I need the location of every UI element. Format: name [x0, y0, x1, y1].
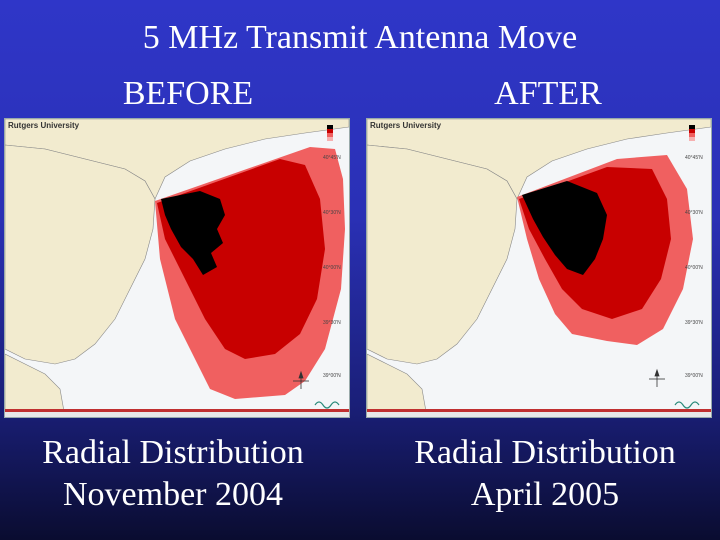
legend-colorbar: [327, 125, 333, 141]
compass-rose-icon: [293, 370, 309, 389]
svg-text:39°30'N: 39°30'N: [685, 320, 703, 326]
svg-text:40°45'N: 40°45'N: [685, 155, 703, 161]
before-caption-line1: Radial Distribution: [42, 434, 304, 471]
svg-text:40°30'N: 40°30'N: [323, 210, 341, 216]
before-caption: Radial Distribution November 2004: [3, 432, 343, 516]
after-caption-line1: Radial Distribution: [414, 434, 676, 471]
svg-text:40°45'N: 40°45'N: [323, 155, 341, 161]
coverage-core: [522, 181, 607, 275]
before-map-graphic: 40°45'N 40°30'N 40°00'N 39°30'N 39°00'N: [5, 119, 349, 417]
land-new-jersey: [367, 144, 518, 365]
wave-logo-icon: [314, 401, 340, 409]
before-caption-line2: November 2004: [62, 476, 283, 513]
after-map-header: Rutgers University: [370, 121, 442, 130]
compass-rose-icon: [649, 368, 665, 387]
before-label: BEFORE: [122, 75, 254, 112]
svg-text:40°00'N: 40°00'N: [685, 265, 703, 271]
slide-title: 5 MHz Transmit Antenna Move: [142, 19, 578, 56]
svg-text:39°30'N: 39°30'N: [323, 320, 341, 326]
svg-text:39°00'N: 39°00'N: [323, 373, 341, 379]
land-delmarva: [367, 353, 428, 417]
legend-colorbar: [689, 125, 695, 141]
after-caption-line2: April 2005: [470, 476, 620, 513]
after-caption: Radial Distribution April 2005: [375, 432, 715, 516]
svg-text:40°00'N: 40°00'N: [323, 265, 341, 271]
coverage-core: [161, 191, 225, 275]
after-coverage-map: 40°45'N 40°30'N 40°00'N 39°30'N 39°00'N …: [366, 118, 712, 418]
wave-logo-icon: [674, 401, 700, 409]
land-new-jersey: [5, 144, 156, 365]
svg-text:39°00'N: 39°00'N: [685, 373, 703, 379]
before-map-header: Rutgers University: [8, 121, 80, 130]
land-delmarva: [5, 353, 66, 417]
after-map-graphic: 40°45'N 40°30'N 40°00'N 39°30'N 39°00'N: [367, 119, 711, 417]
after-label: AFTER: [494, 75, 602, 112]
before-coverage-map: 40°45'N 40°30'N 40°00'N 39°30'N 39°00'N …: [4, 118, 350, 418]
svg-text:40°30'N: 40°30'N: [685, 210, 703, 216]
